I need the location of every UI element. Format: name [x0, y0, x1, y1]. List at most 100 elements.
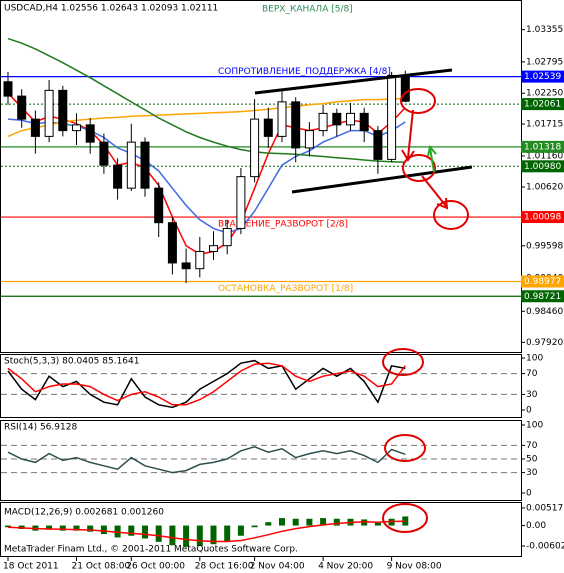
y-tick-label: 0: [526, 406, 532, 416]
footer: MetaTrader Finam Ltd., © 2001-2011 MetaQ…: [4, 545, 298, 555]
y-tick-label: 30: [526, 468, 538, 478]
y-tick-label: 100: [526, 421, 543, 431]
macd-bar: [100, 525, 107, 535]
arrow: [421, 175, 449, 210]
series-line: [7, 446, 406, 474]
series-line: [7, 97, 406, 138]
candle-body: [291, 101, 301, 149]
stoch-panel: [0, 354, 522, 418]
y-tick-label: 1.00620: [526, 183, 563, 193]
candle-body: [195, 250, 205, 270]
macd-bar: [196, 525, 203, 546]
y-tick-label: 0: [526, 489, 532, 499]
level-box: [521, 290, 564, 303]
x-tick-label: 18 Oct 2011: [3, 562, 59, 572]
main-panel: [0, 0, 522, 353]
y-tick-label: 1.02250: [526, 89, 563, 99]
level-name: СОПРОТИВЛЕНИЕ_ПОДДЕРЖКА [4/8]: [218, 67, 391, 77]
highlight: [433, 200, 469, 230]
macd-bar: [155, 525, 162, 542]
highlight: [384, 434, 426, 462]
level-value: 1.00098: [524, 213, 561, 223]
drawings: [254, 68, 473, 533]
candle-body: [113, 164, 123, 189]
macd-bar: [333, 518, 340, 526]
arrow: [427, 144, 437, 173]
candle-body: [85, 124, 95, 143]
candle-body: [181, 262, 191, 270]
level-box: [521, 211, 564, 224]
candle-body: [359, 112, 369, 132]
x-tick-label: 21 Oct 08:00: [72, 562, 131, 572]
level-value: 0.98721: [524, 292, 561, 302]
macd-bar: [306, 518, 313, 526]
macd-bar: [5, 525, 11, 528]
candle-body: [346, 112, 355, 126]
macd-bar: [46, 525, 53, 530]
level-value: 1.02539: [524, 72, 561, 82]
candle-body: [30, 118, 40, 137]
macd-bar: [292, 518, 299, 526]
level-value: 0.98977: [524, 277, 561, 287]
series-line: [7, 520, 406, 543]
level-box: [521, 98, 564, 111]
macd-bar: [114, 525, 121, 538]
x-tick-label: 2 Nov 04:00: [250, 562, 305, 572]
y-tick-label: 0.99598: [526, 241, 563, 251]
highlight: [382, 348, 424, 376]
level-value: 1.00980: [524, 162, 561, 172]
candle-body: [17, 95, 27, 120]
y-tick-label: 0.005171: [526, 504, 564, 514]
candle-body: [304, 130, 314, 149]
candle-body: [99, 141, 109, 166]
candle-body: [250, 118, 260, 178]
candle-body: [72, 124, 81, 132]
macd-bar: [142, 525, 148, 539]
macd-bar: [251, 525, 258, 528]
y-tick-label: 100: [526, 354, 543, 364]
macd-bar: [320, 518, 327, 526]
macd-bar: [59, 525, 66, 531]
series-line: [7, 362, 406, 406]
rsi-panel: [0, 420, 522, 501]
level-box: [521, 275, 564, 288]
candle-body: [236, 176, 246, 229]
candle-body: [332, 112, 342, 126]
candle-body: [222, 227, 232, 247]
series-line: [7, 37, 406, 164]
macd-bar: [237, 525, 244, 536]
y-tick-label: 30: [526, 390, 538, 400]
level-value: 1.02061: [524, 100, 561, 110]
macd-bar: [169, 525, 176, 546]
candle-body: [209, 245, 218, 252]
x-tick-label: 4 Nov 20:00: [318, 562, 373, 572]
y-tick-label: 0.00: [526, 521, 546, 531]
y-tick-label: 70: [526, 369, 538, 379]
chart-title: USDCAD,H4 1.02556 1.02643 1.02093 1.0211…: [4, 4, 218, 14]
panel-title: RSI(14) 56.9128: [4, 423, 77, 433]
channel-bottom: [291, 165, 473, 194]
level-box: [521, 70, 564, 83]
macd-panel: [0, 502, 522, 557]
annotation: ВЕРХ_КАНАЛА [5/8]: [262, 5, 353, 15]
candle-body: [44, 89, 54, 137]
y-tick-label: 1.01715: [526, 120, 563, 130]
y-tick-label: 1.01160: [526, 151, 563, 161]
highlight: [400, 88, 436, 114]
level-box: [521, 160, 564, 173]
candle-body: [3, 81, 13, 97]
macd-bar: [374, 522, 381, 526]
x-tick-label: 26 Oct 00:00: [126, 562, 185, 572]
macd-bar: [73, 525, 80, 531]
y-tick-label: 1.02795: [526, 57, 563, 67]
y-tick-label: 0.97920: [526, 338, 563, 348]
panel-title: Stoch(5,3,3) 80.0405 85.1641: [4, 357, 139, 367]
level-value: 1.01318: [524, 142, 561, 152]
plot-layer: 1.03355 1.02795 1.02250 1.01715 1.01160 1.006…: [1, 25, 564, 572]
highlight: [382, 503, 428, 533]
arrow: [401, 109, 415, 162]
channel-top: [254, 68, 453, 95]
y-tick-label: 0.98460: [526, 307, 563, 317]
x-tick-label: 28 Oct 16:00: [195, 562, 254, 572]
